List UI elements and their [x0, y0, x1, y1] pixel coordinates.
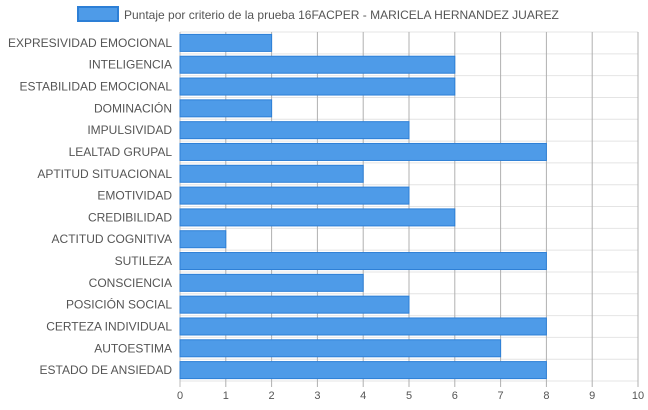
bar[interactable]	[179, 295, 410, 314]
legend-label: Puntaje por criterio de la prueba 16FACP…	[124, 8, 559, 22]
category-label: CONSCIENCIA	[89, 276, 172, 290]
x-tick-label: 0	[177, 390, 183, 402]
x-tick-label: 8	[543, 390, 549, 402]
x-tick-label: 4	[360, 390, 366, 402]
bar[interactable]	[179, 77, 456, 96]
x-tick-label: 3	[314, 390, 320, 402]
x-tick-label: 10	[632, 390, 644, 402]
bar[interactable]	[179, 33, 273, 52]
x-tick-label: 1	[223, 390, 229, 402]
x-tick-label: 9	[589, 390, 595, 402]
bar[interactable]	[179, 121, 410, 140]
category-label: INTELIGENCIA	[89, 58, 172, 72]
category-label: POSICIÓN SOCIAL	[66, 297, 172, 312]
category-label: EXPRESIVIDAD EMOCIONAL	[8, 36, 172, 50]
x-tick-label: 5	[406, 390, 412, 402]
bar[interactable]	[179, 230, 227, 249]
bar[interactable]	[179, 208, 456, 227]
bar[interactable]	[179, 339, 502, 358]
category-label: EMOTIVIDAD	[97, 189, 172, 203]
category-label: ACTITUD COGNITIVA	[52, 232, 172, 246]
bar[interactable]	[179, 361, 547, 380]
category-label: DOMINACIÓN	[94, 100, 172, 115]
category-labels: EXPRESIVIDAD EMOCIONAL INTELIGENCIA ESTABI…	[8, 36, 172, 377]
bars	[179, 33, 547, 380]
category-label: APTITUD SITUACIONAL	[37, 167, 172, 181]
bar[interactable]	[179, 252, 547, 271]
category-label: ESTADO DE ANSIEDAD	[40, 363, 173, 377]
bar[interactable]	[179, 55, 456, 74]
category-label: ESTABILIDAD EMOCIONAL	[20, 80, 173, 94]
category-label: CREDIBILIDAD	[88, 210, 172, 224]
bar[interactable]	[179, 99, 273, 118]
category-label: CERTEZA INDIVIDUAL	[46, 319, 172, 333]
category-label: AUTOESTIMA	[94, 341, 172, 355]
x-tick-label: 6	[452, 390, 458, 402]
x-tick-label: 7	[498, 390, 504, 402]
x-tick-label: 2	[269, 390, 275, 402]
category-label: SUTILEZA	[115, 254, 172, 268]
category-label: LEALTAD GRUPAL	[69, 145, 173, 159]
x-axis-ticks: 0 1 2 3 4 5 6 7 8 9 10	[177, 390, 644, 402]
category-label: IMPULSIVIDAD	[87, 123, 172, 137]
bar[interactable]	[179, 317, 547, 336]
bar[interactable]	[179, 186, 410, 205]
bar[interactable]	[179, 273, 364, 292]
bar[interactable]	[179, 164, 364, 183]
legend[interactable]: Puntaje por criterio de la prueba 16FACP…	[77, 6, 559, 22]
bar[interactable]	[179, 142, 547, 161]
legend-swatch	[77, 6, 119, 22]
